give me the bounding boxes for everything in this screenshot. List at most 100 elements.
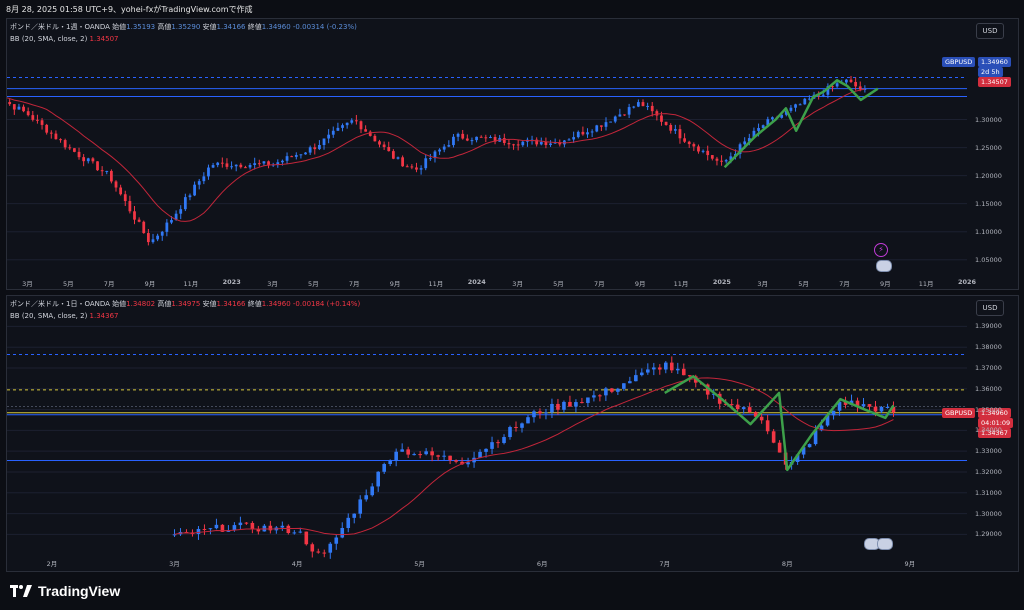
date-axis-label: 9月	[904, 560, 916, 568]
candle-body	[172, 534, 177, 536]
candle-body	[784, 110, 788, 115]
daily-chart-pane[interactable]: ポンド／米ドル・1日・OANDA 始値1.34802 高値1.34975 安値1…	[6, 295, 1019, 572]
weekly-close-label: 終値	[247, 23, 262, 31]
us-flag-icon[interactable]	[876, 260, 892, 272]
price-axis-label: 1.30000	[975, 509, 1002, 518]
candle-body	[370, 486, 375, 496]
candle-body	[100, 170, 104, 172]
daily-plot[interactable]	[7, 296, 1018, 571]
candle-body	[244, 522, 249, 524]
candle-body	[387, 147, 391, 152]
candle-body	[256, 529, 261, 532]
candle-body	[634, 375, 638, 382]
candle-body	[36, 119, 39, 121]
candle-body	[538, 411, 542, 414]
candle-body	[826, 86, 830, 95]
daily-indicator-label[interactable]: BB (20, SMA, close, 2)	[10, 312, 88, 320]
weekly-plot[interactable]	[7, 19, 1018, 289]
candle-body	[22, 106, 25, 112]
candle-body	[285, 156, 289, 161]
candle-body	[572, 137, 576, 140]
daily-symbol-tag: GBPUSD	[942, 408, 976, 418]
candle-body	[316, 551, 321, 553]
candle-body	[63, 140, 67, 148]
candle-body	[225, 163, 229, 167]
candle-body	[574, 402, 578, 407]
lightning-icon[interactable]: ⚡	[874, 243, 888, 257]
daily-title: ポンド／米ドル・1日・OANDA	[10, 300, 110, 308]
candle-body	[867, 404, 872, 407]
weekly-high-label: 高値	[157, 23, 172, 31]
candle-body	[304, 152, 307, 155]
candle-body	[438, 149, 441, 152]
candle-body	[825, 415, 830, 426]
candle-body	[650, 105, 654, 112]
candle-body	[211, 165, 215, 168]
candle-body	[424, 158, 428, 169]
candle-body	[214, 524, 219, 529]
candle-body	[478, 451, 482, 458]
date-axis-label: 4月	[291, 560, 303, 568]
candle-body	[430, 451, 434, 456]
candle-body	[658, 367, 662, 370]
candle-body	[82, 157, 86, 162]
candle-body	[257, 163, 261, 165]
candle-body	[610, 388, 614, 392]
candle-body	[535, 139, 539, 145]
candle-body	[544, 412, 548, 414]
candle-body	[798, 104, 802, 106]
weekly-basis-tag: 1.34507	[978, 77, 1011, 87]
candle-body	[322, 552, 327, 554]
candle-body	[484, 448, 488, 452]
candle-body	[292, 532, 297, 534]
candle-body	[692, 144, 696, 147]
candle-body	[202, 176, 206, 182]
candle-body	[879, 406, 884, 412]
candle-body	[382, 144, 386, 148]
candle-body	[313, 147, 317, 150]
candle-body	[400, 449, 404, 452]
candle-body	[789, 107, 793, 111]
daily-high-label: 高値	[157, 300, 172, 308]
candle-body	[720, 160, 723, 162]
daily-currency-button[interactable]: USD	[976, 300, 1004, 316]
candle-body	[54, 133, 58, 140]
price-axis-label: 1.36000	[975, 384, 1002, 393]
weekly-indicator-label[interactable]: BB (20, SMA, close, 2)	[10, 35, 88, 43]
candle-body	[244, 167, 247, 169]
timestamp-header: 8月 28, 2025 01:58 UTC+9、yohei-fxがTrading…	[6, 5, 253, 14]
candle-body	[378, 141, 381, 145]
daily-countdown: 04:01:09	[978, 418, 1014, 428]
candle-body	[318, 144, 321, 150]
weekly-title: ポンド／米ドル・1週・OANDA	[10, 23, 110, 31]
candle-body	[673, 129, 677, 131]
weekly-chart-pane[interactable]: ポンド／米ドル・1週・OANDA 始値1.35193 高値1.35290 安値1…	[6, 18, 1019, 290]
candle-body	[490, 442, 494, 449]
date-axis-label: 2月	[46, 560, 58, 568]
candle-body	[858, 86, 862, 90]
candle-body	[613, 116, 617, 122]
candle-body	[735, 404, 740, 410]
candle-body	[598, 395, 602, 397]
candle-body	[327, 134, 331, 139]
candle-body	[454, 460, 458, 462]
candle-body	[514, 427, 518, 429]
daily-low: 1.34166	[216, 300, 246, 308]
candle-body	[336, 127, 340, 131]
daily-indicator-value: 1.34367	[89, 312, 119, 320]
price-axis-label: 1.05000	[975, 255, 1002, 264]
price-axis-label: 1.34000	[975, 426, 1002, 435]
candle-body	[795, 454, 800, 462]
candle-body	[576, 131, 580, 138]
us-flag-icon[interactable]	[877, 538, 893, 550]
weekly-high: 1.35290	[171, 23, 201, 31]
candle-body	[77, 151, 81, 158]
candle-body	[747, 407, 752, 413]
candle-body	[803, 98, 807, 105]
candle-body	[628, 381, 632, 384]
candle-body	[801, 447, 806, 455]
tradingview-logo[interactable]: TradingView	[10, 583, 120, 599]
daily-legend: ポンド／米ドル・1日・OANDA 始値1.34802 高値1.34975 安値1…	[10, 299, 360, 320]
daily-close-label: 終値	[247, 300, 262, 308]
weekly-currency-button[interactable]: USD	[976, 23, 1004, 39]
